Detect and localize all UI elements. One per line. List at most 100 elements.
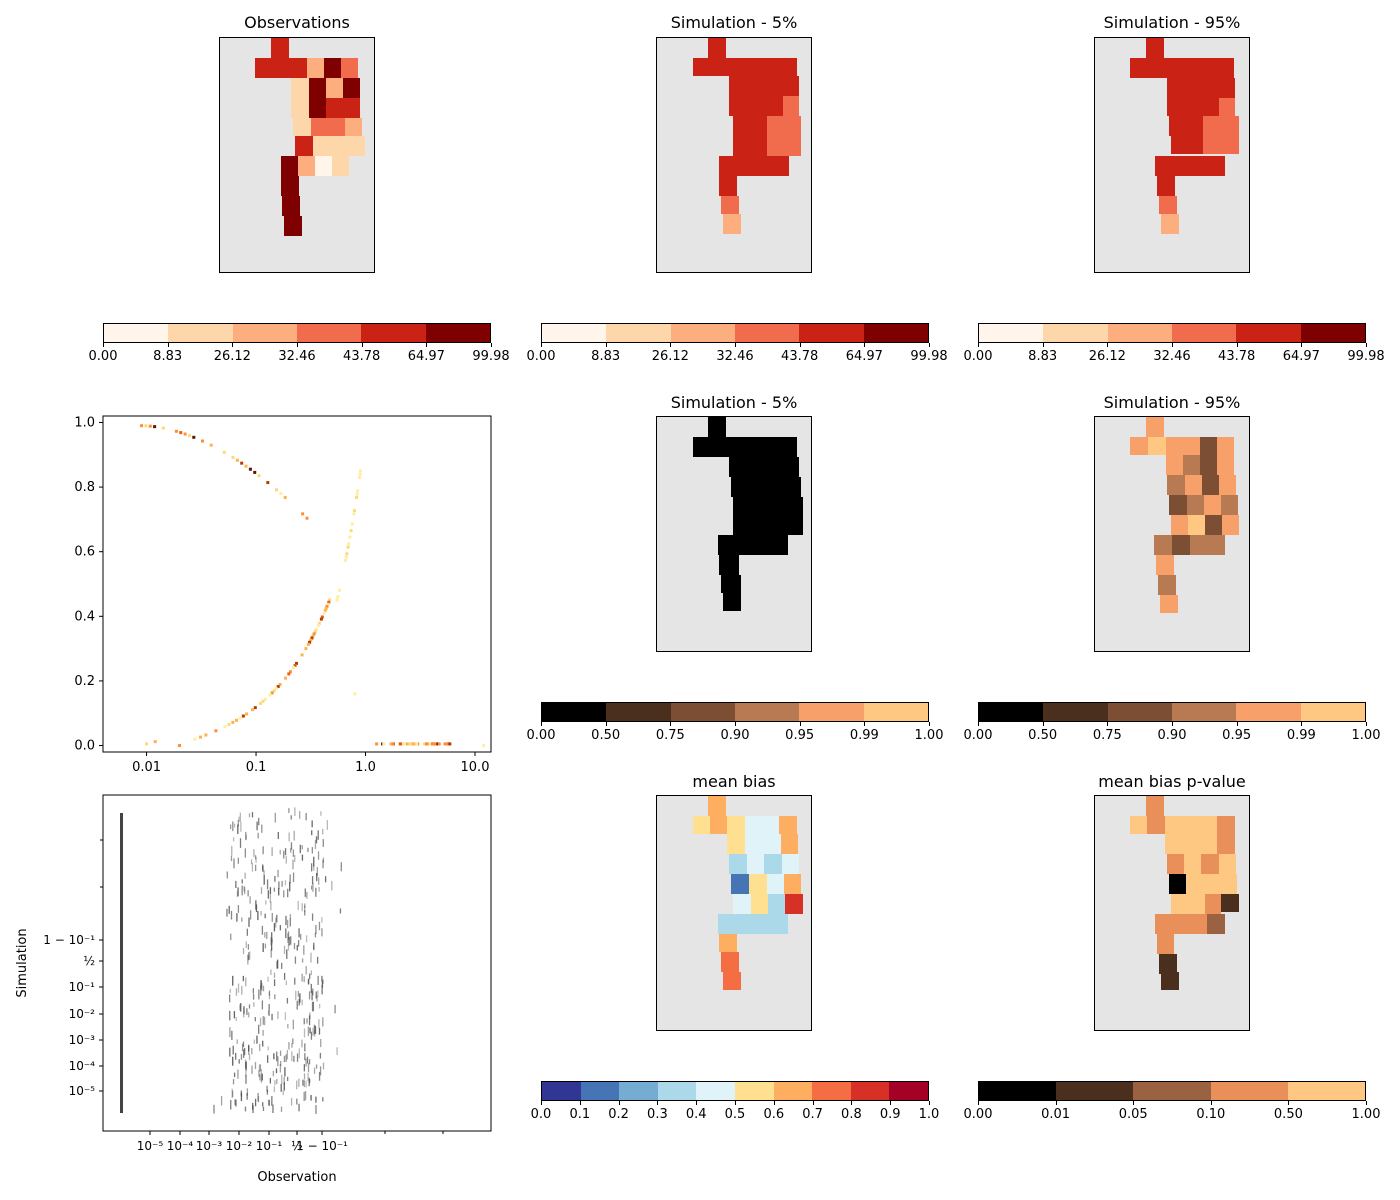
density-mark bbox=[264, 943, 267, 949]
colorbar-tick-mark bbox=[1042, 722, 1044, 726]
hist-bin bbox=[201, 439, 205, 443]
hist-bin bbox=[214, 729, 218, 733]
density-mark bbox=[279, 925, 282, 931]
density-mark bbox=[240, 1053, 243, 1060]
colorbar-tick-mark bbox=[1288, 1101, 1290, 1105]
density-mark bbox=[220, 1095, 223, 1106]
density-mark bbox=[289, 914, 292, 919]
density-mark bbox=[340, 862, 342, 872]
density-mark bbox=[263, 875, 265, 885]
density-mark bbox=[273, 887, 276, 892]
map-cell bbox=[1219, 98, 1235, 116]
density-mark bbox=[303, 1073, 306, 1080]
map-cell bbox=[284, 216, 302, 236]
density-mark bbox=[271, 847, 273, 857]
hist-bin bbox=[443, 742, 447, 746]
density-mark bbox=[297, 991, 300, 997]
colorbar-tick-mark bbox=[1055, 1101, 1057, 1105]
colorbar-segment bbox=[1043, 324, 1108, 342]
density-mark bbox=[260, 1068, 262, 1075]
density-mark bbox=[306, 891, 308, 899]
density-mark bbox=[239, 812, 242, 822]
density-mark bbox=[252, 993, 255, 1000]
colorbar-tick-mark bbox=[1172, 722, 1173, 726]
map-cell bbox=[1190, 535, 1225, 555]
density-mark bbox=[234, 1099, 236, 1106]
obs-map bbox=[219, 37, 375, 273]
density-mark bbox=[261, 824, 263, 833]
density-mark bbox=[320, 811, 322, 816]
map-cell bbox=[1169, 495, 1187, 515]
x-tick-label: 10⁻¹ bbox=[256, 1139, 283, 1153]
map-cell bbox=[745, 834, 781, 854]
density-mark bbox=[237, 887, 239, 897]
density-mark bbox=[319, 1066, 322, 1076]
density-mark bbox=[312, 1027, 314, 1037]
density-mark bbox=[283, 1055, 286, 1063]
map-cell bbox=[733, 894, 751, 914]
density-mark bbox=[287, 931, 290, 940]
map-cell bbox=[1130, 437, 1148, 455]
density-mark bbox=[339, 908, 342, 914]
density-mark bbox=[307, 1063, 310, 1073]
density-mark bbox=[313, 1067, 316, 1074]
density-mark bbox=[229, 1027, 231, 1038]
density-mark bbox=[289, 881, 291, 892]
density-mark bbox=[269, 887, 272, 895]
colorbar-tick-label: 0.8 bbox=[841, 1107, 862, 1122]
map-cell bbox=[729, 854, 747, 874]
colorbar-tick-mark bbox=[696, 1101, 698, 1105]
density-mark bbox=[248, 1004, 251, 1009]
hist-bin bbox=[272, 689, 276, 693]
density-mark bbox=[288, 808, 290, 813]
hist-bin bbox=[179, 431, 183, 435]
density-mark bbox=[249, 896, 251, 904]
density-mark bbox=[261, 982, 263, 991]
density-mark bbox=[294, 977, 296, 985]
map-cell bbox=[721, 575, 741, 593]
map-cell bbox=[727, 834, 745, 854]
density-mark bbox=[313, 856, 315, 867]
hist-bin bbox=[448, 742, 452, 746]
density-mark bbox=[299, 811, 301, 819]
density-mark bbox=[226, 908, 228, 917]
density-mark bbox=[308, 1059, 311, 1065]
density-mark bbox=[245, 1061, 247, 1071]
map-cell bbox=[1146, 417, 1164, 437]
density-mark bbox=[254, 1017, 256, 1022]
hist-bin bbox=[317, 621, 321, 625]
map-cell bbox=[1154, 535, 1172, 555]
colorbar-tick-mark bbox=[670, 343, 672, 347]
hist-bin bbox=[306, 642, 310, 646]
map-cell bbox=[747, 854, 764, 874]
x-tick-label: 10⁻² bbox=[226, 1139, 253, 1153]
hist-bin bbox=[308, 640, 312, 644]
hist-bin bbox=[245, 712, 249, 716]
map-cell bbox=[1157, 934, 1174, 954]
colorbar-tick-label: 43.78 bbox=[343, 349, 381, 364]
colorbar-tick-mark bbox=[978, 722, 979, 726]
density-mark bbox=[262, 1106, 265, 1111]
density-mark bbox=[257, 911, 259, 921]
map-cell bbox=[723, 972, 741, 990]
map-cell bbox=[719, 555, 739, 575]
hist-bin bbox=[414, 742, 418, 746]
density-mark bbox=[232, 1079, 235, 1085]
density-mark bbox=[286, 949, 288, 959]
hist-bin bbox=[292, 666, 296, 670]
colorbar-tick-label: 0.90 bbox=[720, 728, 750, 743]
hist-bin bbox=[319, 617, 323, 621]
colorbar-segment bbox=[734, 324, 800, 342]
density-mark bbox=[268, 991, 271, 996]
map-cell bbox=[749, 874, 767, 894]
density-mark bbox=[235, 880, 237, 889]
hist-bin bbox=[427, 742, 431, 746]
hist-bin bbox=[288, 670, 292, 674]
density-mark bbox=[260, 980, 262, 990]
density-mark bbox=[230, 855, 233, 862]
x-tick-label: 1 − 10⁻¹ bbox=[296, 1139, 348, 1153]
y-tick-label: 0.4 bbox=[74, 609, 95, 624]
map-cell bbox=[718, 535, 788, 555]
hist-bin bbox=[144, 424, 148, 428]
map-cell bbox=[281, 156, 298, 176]
